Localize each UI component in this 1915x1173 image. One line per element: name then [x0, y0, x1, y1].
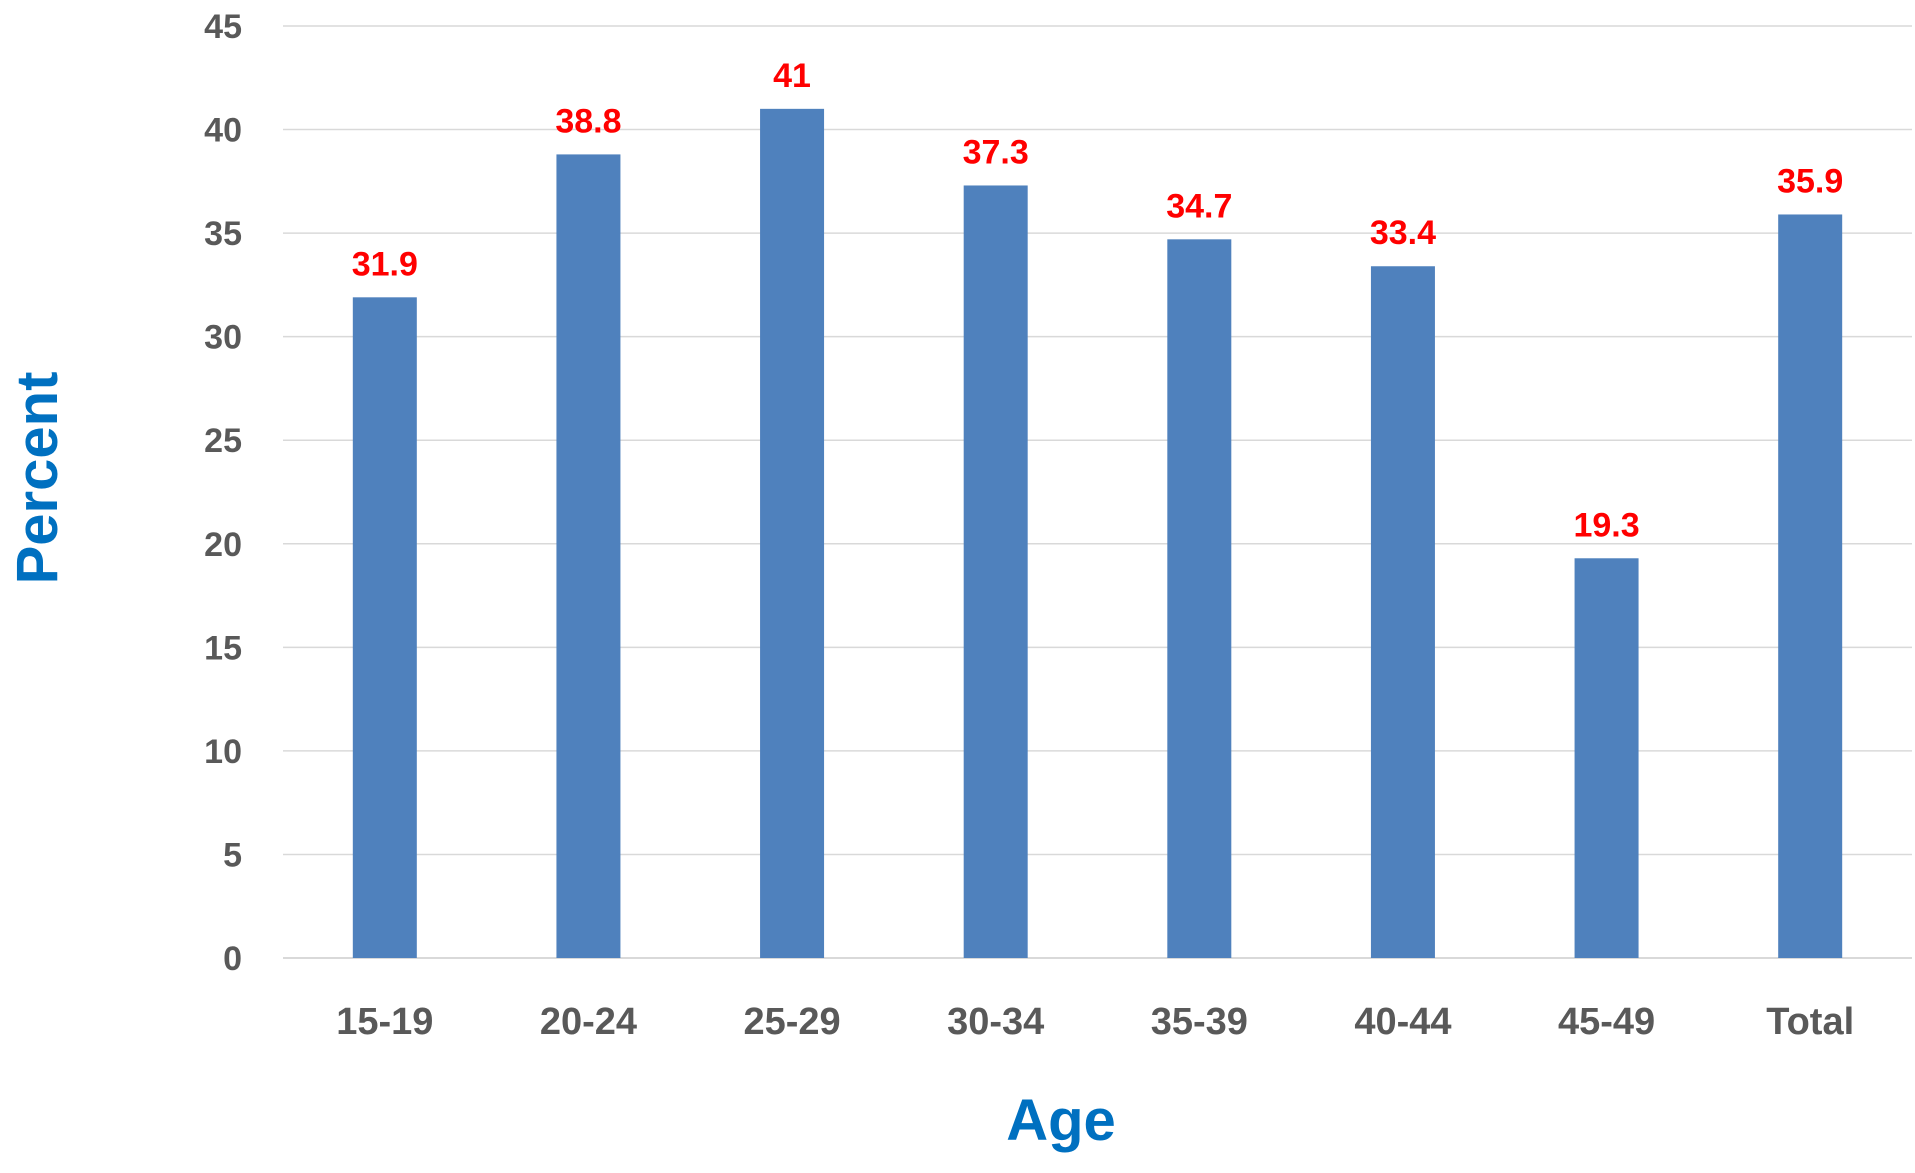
y-tick-label: 30: [204, 319, 242, 357]
bar-15-19: [352, 297, 417, 958]
gridlines: [283, 25, 1912, 959]
bar-40-44: [1370, 266, 1435, 958]
y-tick-label: 10: [204, 733, 242, 771]
bar-total: [1778, 214, 1843, 958]
data-label: 34.7: [1166, 187, 1232, 225]
y-tick-label: 15: [204, 629, 242, 667]
data-label: 35.9: [1777, 162, 1843, 200]
x-tick-label: 15-19: [336, 1001, 433, 1043]
x-tick-label: 20-24: [540, 1001, 637, 1043]
x-tick-label: 25-29: [743, 1001, 840, 1043]
y-axis-ticks: 0 5 10 15 20 25 30 35 40 45: [204, 8, 242, 978]
y-tick-label: 5: [223, 836, 242, 874]
x-tick-label: 45-49: [1558, 1001, 1655, 1043]
y-tick-label: 35: [204, 215, 242, 253]
x-tick-label: 30-34: [947, 1001, 1044, 1043]
data-label: 37.3: [963, 133, 1029, 171]
data-labels: 31.9 38.8 41 37.3 34.7 33.4 19.3 35.9: [352, 57, 1844, 544]
y-tick-label: 45: [204, 8, 242, 46]
bar-30-34: [963, 185, 1028, 958]
y-tick-label: 20: [204, 526, 242, 564]
x-tick-label: 35-39: [1151, 1001, 1248, 1043]
data-label: 31.9: [352, 245, 418, 283]
x-tick-label: Total: [1766, 1001, 1854, 1043]
y-axis-title: Percent: [5, 372, 70, 585]
bar-45-49: [1574, 558, 1639, 958]
y-tick-label: 0: [223, 940, 242, 978]
x-tick-label: 40-44: [1354, 1001, 1451, 1043]
data-label: 33.4: [1370, 214, 1436, 252]
x-axis-ticks: 15-19 20-24 25-29 30-34 35-39 40-44 45-49 Total: [336, 1001, 1854, 1043]
bars: [352, 108, 1843, 959]
y-tick-label: 25: [204, 422, 242, 460]
data-label: 19.3: [1573, 506, 1639, 544]
x-axis-title: Age: [1006, 1088, 1116, 1153]
bar-25-29: [760, 108, 825, 959]
bar-20-24: [556, 154, 621, 959]
bar-35-39: [1167, 239, 1232, 958]
data-label: 41: [773, 57, 811, 95]
y-tick-label: 40: [204, 112, 242, 150]
data-label: 38.8: [555, 102, 621, 140]
